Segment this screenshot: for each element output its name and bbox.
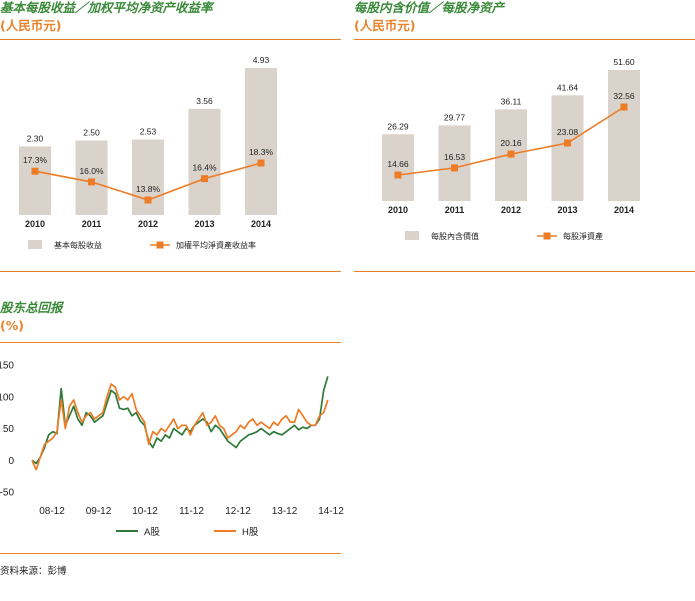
eps-line-label: 13.8% xyxy=(136,184,161,194)
eps-line-point xyxy=(257,159,265,167)
tsr-x-tick: 09-12 xyxy=(86,506,112,517)
panel1-unit: (人民币元) xyxy=(0,18,62,33)
ev-legend-bar-swatch xyxy=(405,231,419,240)
tsr-y-tick: -50 xyxy=(0,488,14,499)
ev-x-tick: 2014 xyxy=(614,205,634,215)
panel2-unit: (人民币元) xyxy=(354,18,416,33)
eps-bar xyxy=(132,139,164,215)
eps-bar xyxy=(245,68,277,215)
eps-x-tick: 2013 xyxy=(194,219,214,229)
eps-legend-line-label: 加權平均淨資產收益率 xyxy=(176,240,256,250)
eps-bar-label: 2.30 xyxy=(27,133,44,143)
panel2-bottom-rule xyxy=(354,271,695,272)
tsr-x-tick: 13-12 xyxy=(272,506,298,517)
eps-bar-label: 3.56 xyxy=(196,96,213,106)
ev-legend-line-label: 每股淨資產 xyxy=(563,231,603,241)
tsr-legend-a-label: A股 xyxy=(144,527,160,538)
panel1-bottom-rule xyxy=(0,271,341,272)
tsr-y-tick: 150 xyxy=(0,361,14,372)
tsr-line-h-share xyxy=(31,383,329,471)
ev-legend-bar-label: 每股內含價值 xyxy=(431,231,479,241)
tsr-x-tick: 12-12 xyxy=(225,506,251,517)
tsr-line-a-share xyxy=(31,376,329,465)
eps-bar xyxy=(75,140,108,215)
eps-line-point xyxy=(144,196,152,204)
eps-legend-bar-swatch xyxy=(28,240,42,249)
ev-line-label: 23.08 xyxy=(557,127,579,137)
panel1-top-rule xyxy=(0,39,341,40)
eps-x-tick: 2011 xyxy=(82,219,102,229)
ev-line-point xyxy=(564,139,571,147)
ev-bar-label: 51.60 xyxy=(613,57,635,67)
panel3-title: 股东总回报 xyxy=(0,300,63,315)
ev-line-point xyxy=(620,103,628,111)
tsr-x-tick: 11-12 xyxy=(179,506,204,517)
ev-bar-label: 26.29 xyxy=(387,121,409,131)
ev-line-label: 20.16 xyxy=(500,138,522,148)
eps-line-point xyxy=(31,167,39,175)
eps-legend-line-marker xyxy=(156,241,164,249)
eps-line-label: 18.3% xyxy=(249,147,274,157)
tsr-x-tick: 08-12 xyxy=(39,506,65,517)
ev-bar xyxy=(551,95,584,201)
ev-line-label: 14.66 xyxy=(387,159,409,169)
ev-line-label: 32.56 xyxy=(613,91,635,101)
eps-x-tick: 2010 xyxy=(25,219,45,229)
ev-line-point xyxy=(507,150,515,158)
tsr-y-tick: 50 xyxy=(3,424,15,435)
eps-bar xyxy=(19,146,51,215)
ev-line-label: 16.53 xyxy=(444,152,466,162)
ev-bar-label: 29.77 xyxy=(444,112,466,122)
panel3-unit: (%) xyxy=(0,318,24,333)
tsr-x-tick: 10-12 xyxy=(132,506,158,517)
tsr-x-tick: 14-12 xyxy=(318,506,344,517)
panel3-top-rule xyxy=(0,342,341,343)
eps-bar-label: 4.93 xyxy=(253,55,270,65)
eps-legend-bar-label: 基本每股收益 xyxy=(54,240,102,250)
source-note: 资料来源：彭博 xyxy=(0,566,67,577)
ev-x-tick: 2012 xyxy=(501,205,521,215)
ev-bar-label: 41.64 xyxy=(557,82,579,92)
eps-line-point xyxy=(201,175,208,183)
ev-x-tick: 2011 xyxy=(445,205,465,215)
ev-bar xyxy=(608,70,640,201)
eps-bar-label: 2.50 xyxy=(83,127,100,137)
panel3-bottom-rule xyxy=(0,553,341,554)
ev-bar-label: 36.11 xyxy=(501,96,522,106)
ev-bar xyxy=(438,125,471,201)
eps-line-label: 16.4% xyxy=(192,163,217,173)
eps-bar xyxy=(188,108,221,215)
ev-x-tick: 2010 xyxy=(388,205,408,215)
panel2-title: 每股内含价值／每股净资产 xyxy=(354,0,505,15)
ev-line-point xyxy=(394,171,402,179)
ev-legend-line-marker xyxy=(543,232,551,240)
tsr-legend-h-label: H股 xyxy=(242,527,259,538)
eps-line-label: 17.3% xyxy=(23,155,48,165)
tsr-y-tick: 100 xyxy=(0,392,14,403)
tsr-y-tick: 0 xyxy=(8,456,14,467)
eps-line-point xyxy=(88,178,95,186)
panel2-top-rule xyxy=(354,39,695,40)
eps-x-tick: 2012 xyxy=(138,219,158,229)
ev-bar xyxy=(382,134,414,201)
ev-line-point xyxy=(451,164,458,172)
eps-bar-label: 2.53 xyxy=(140,127,157,137)
ev-x-tick: 2013 xyxy=(557,205,577,215)
eps-x-tick: 2014 xyxy=(251,219,271,229)
panel1-title: 基本每股收益／加权平均净资产收益率 xyxy=(0,0,213,15)
eps-line-label: 16.0% xyxy=(79,166,104,176)
